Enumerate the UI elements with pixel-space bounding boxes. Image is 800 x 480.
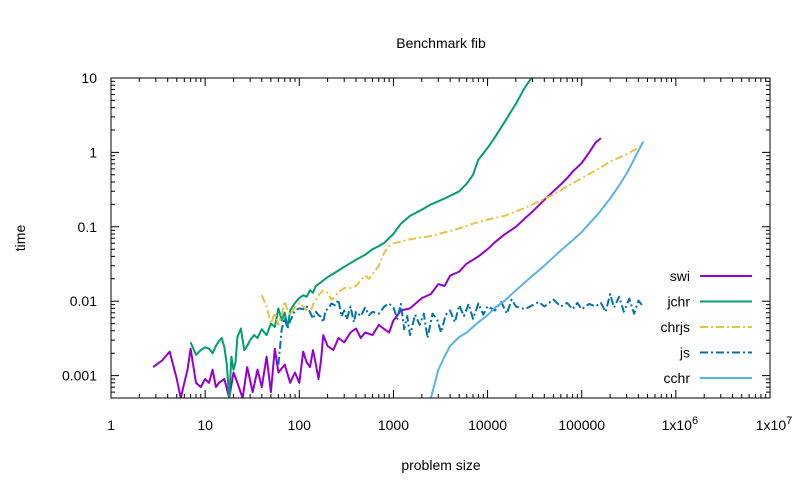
x-tick-label-base: 1x10 (756, 417, 787, 433)
x-tick-label: 10000 (468, 417, 507, 433)
y-tick-label: 0.01 (70, 293, 97, 309)
x-tick-label-exponent: 7 (786, 415, 792, 427)
x-minor-ticks (138, 78, 767, 398)
y-tick-label: 0.001 (62, 368, 97, 384)
x-tick-label: 10 (197, 417, 213, 433)
y-tick-label: 0.1 (78, 219, 98, 235)
chart-title: Benchmark fib (396, 35, 486, 51)
x-tick-label: 100 (288, 417, 312, 433)
x-tick-label-exponent: 6 (692, 415, 698, 427)
legend-item-chrjs: chrjs (660, 319, 752, 335)
legend-item-js: js (679, 345, 752, 361)
legend-label: cchr (664, 370, 691, 386)
x-tick-label: 1 (107, 417, 115, 433)
legend-item-jchr: jchr (666, 294, 752, 310)
plot-lines (152, 78, 645, 398)
series-line-js (277, 293, 644, 365)
x-tick-label-base: 1x10 (662, 417, 693, 433)
x-tick-label: 1x107 (756, 415, 792, 433)
x-tick-label: 1x106 (662, 415, 698, 433)
series-line-cchr (429, 141, 645, 398)
y-axis-label: time (12, 225, 28, 252)
legend-label: jchr (666, 294, 690, 310)
legend-label: js (679, 345, 690, 361)
legend-item-swi: swi (670, 268, 752, 284)
y-minor-ticks (111, 80, 770, 399)
series-line-swi (152, 137, 602, 398)
x-tick-label: 1000 (378, 417, 409, 433)
legend-label: swi (670, 268, 690, 284)
y-tick-label: 1 (89, 144, 97, 160)
series-line-jchr (189, 78, 533, 398)
series-line-chrjs (260, 147, 639, 326)
legend: swi jchr chrjs js cchr (660, 268, 752, 386)
y-tick-label: 10 (81, 70, 97, 86)
x-axis-label: problem size (401, 457, 481, 473)
legend-item-cchr: cchr (664, 370, 752, 386)
x-tick-label: 100000 (558, 417, 605, 433)
legend-label: chrjs (660, 319, 690, 335)
axes: 1 10 100 1000 10000 100000 1x106 1x1070.0010.01… (62, 70, 792, 433)
